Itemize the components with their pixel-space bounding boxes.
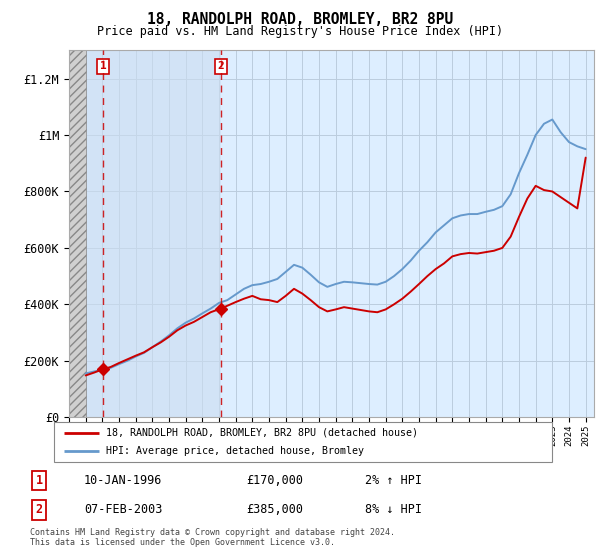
Bar xyxy=(86,50,221,417)
Text: 1: 1 xyxy=(100,62,106,72)
Text: 18, RANDOLPH ROAD, BROMLEY, BR2 8PU: 18, RANDOLPH ROAD, BROMLEY, BR2 8PU xyxy=(147,12,453,27)
Text: 07-FEB-2003: 07-FEB-2003 xyxy=(84,503,163,516)
Text: Price paid vs. HM Land Registry's House Price Index (HPI): Price paid vs. HM Land Registry's House … xyxy=(97,25,503,38)
Text: 18, RANDOLPH ROAD, BROMLEY, BR2 8PU (detached house): 18, RANDOLPH ROAD, BROMLEY, BR2 8PU (det… xyxy=(106,428,418,437)
Text: £385,000: £385,000 xyxy=(246,503,303,516)
Text: HPI: Average price, detached house, Bromley: HPI: Average price, detached house, Brom… xyxy=(106,446,364,456)
FancyBboxPatch shape xyxy=(54,422,552,462)
Text: £170,000: £170,000 xyxy=(246,474,303,487)
Text: 2: 2 xyxy=(35,503,43,516)
Text: 10-JAN-1996: 10-JAN-1996 xyxy=(84,474,163,487)
Text: 1: 1 xyxy=(35,474,43,487)
Text: 2: 2 xyxy=(217,62,224,72)
Text: 8% ↓ HPI: 8% ↓ HPI xyxy=(365,503,422,516)
Bar xyxy=(69,50,86,417)
Text: Contains HM Land Registry data © Crown copyright and database right 2024.
This d: Contains HM Land Registry data © Crown c… xyxy=(30,528,395,547)
Text: 2% ↑ HPI: 2% ↑ HPI xyxy=(365,474,422,487)
